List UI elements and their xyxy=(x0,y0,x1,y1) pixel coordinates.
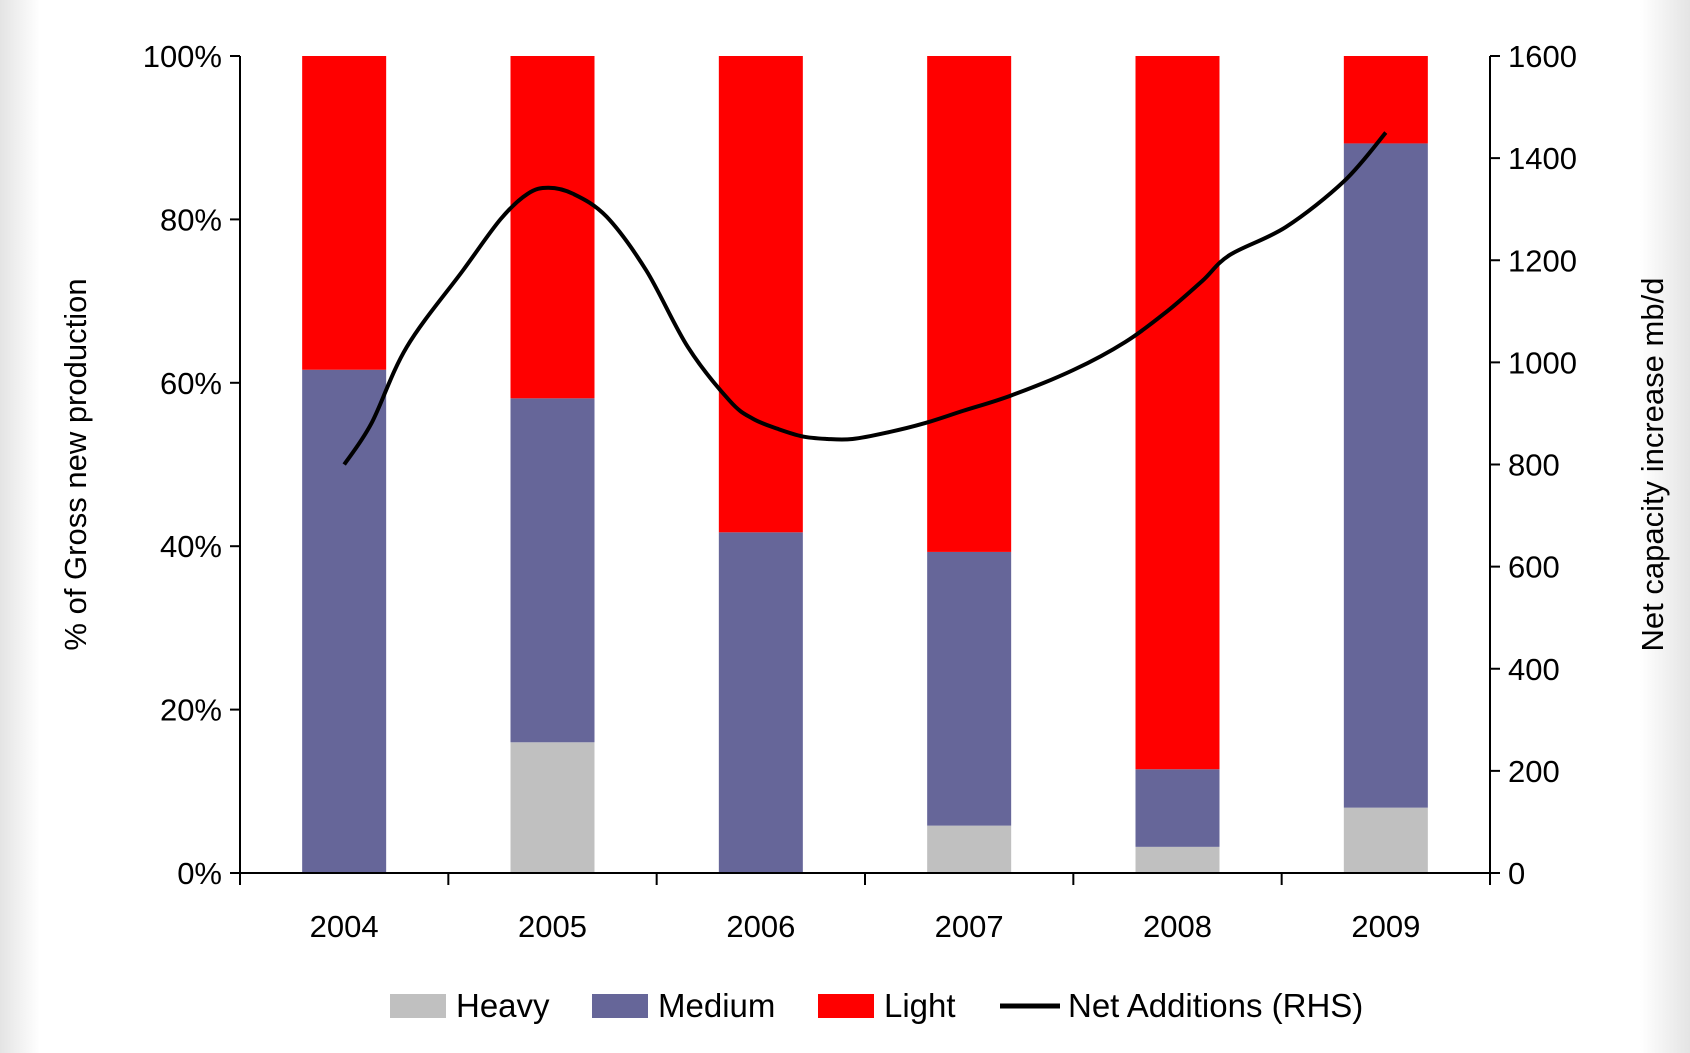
bar-heavy-2008 xyxy=(1135,846,1220,873)
legend-swatch-heavy xyxy=(390,994,446,1018)
left-tick-label: 60% xyxy=(160,366,222,401)
bar-heavy-2005 xyxy=(510,742,595,873)
right-tick-label: 1000 xyxy=(1508,345,1577,380)
right-tick-label: 1600 xyxy=(1508,39,1577,74)
bar-light-2008 xyxy=(1135,56,1220,770)
x-tick-label: 2008 xyxy=(1143,909,1212,944)
bar-light-2009 xyxy=(1343,56,1428,144)
net-additions-line xyxy=(342,131,1388,466)
bar-light-2004 xyxy=(302,56,387,370)
left-tick-label: 80% xyxy=(160,202,222,237)
bar-medium-2006 xyxy=(718,532,803,873)
left-tick-label: 40% xyxy=(160,529,222,564)
right-tick-label: 800 xyxy=(1508,448,1560,483)
legend-label-net-additions-rhs: Net Additions (RHS) xyxy=(1068,987,1363,1024)
legend-swatch-light xyxy=(818,994,874,1018)
bar-medium-2009 xyxy=(1343,143,1428,808)
legend-swatch-medium xyxy=(592,994,648,1018)
right-tick-label: 600 xyxy=(1508,550,1560,585)
bar-light-2006 xyxy=(718,56,803,533)
left-tick-label: 0% xyxy=(177,856,222,891)
x-tick-label: 2009 xyxy=(1351,909,1420,944)
legend-label-light: Light xyxy=(884,987,956,1024)
left-tick-label: 20% xyxy=(160,693,222,728)
x-tick-label: 2006 xyxy=(726,909,795,944)
left-tick-label: 100% xyxy=(143,39,222,74)
right-tick-label: 1200 xyxy=(1508,243,1577,278)
right-tick-label: 200 xyxy=(1508,754,1560,789)
x-tick-label: 2005 xyxy=(518,909,587,944)
right-tick-label: 400 xyxy=(1508,652,1560,687)
x-tick-label: 2007 xyxy=(935,909,1004,944)
right-tick-label: 1400 xyxy=(1508,141,1577,176)
bar-light-2005 xyxy=(510,56,595,399)
right-tick-label: 0 xyxy=(1508,856,1525,891)
bar-medium-2007 xyxy=(927,551,1012,826)
right-axis-title: Net capacity increase mb/d xyxy=(1635,278,1670,652)
x-tick-label: 2004 xyxy=(310,909,379,944)
left-axis-title: % of Gross new production xyxy=(58,278,93,650)
bar-light-2007 xyxy=(927,56,1012,552)
bar-heavy-2009 xyxy=(1343,807,1428,873)
legend-label-medium: Medium xyxy=(658,987,775,1024)
bar-medium-2004 xyxy=(302,369,387,873)
plot-area xyxy=(240,56,1490,873)
bar-heavy-2007 xyxy=(927,825,1012,873)
bar-medium-2008 xyxy=(1135,769,1220,847)
legend-label-heavy: Heavy xyxy=(456,987,550,1024)
bar-medium-2005 xyxy=(510,398,595,743)
